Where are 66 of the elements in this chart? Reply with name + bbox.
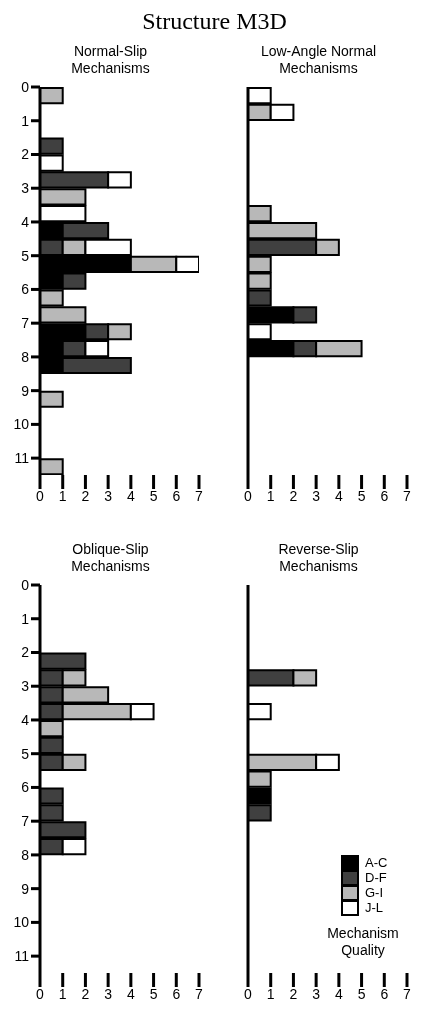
y-tick-label: 11 [14,948,30,965]
chart-title: Low-Angle Normal Mechanisms [259,43,378,77]
y-tick-label: 7 [21,813,30,830]
x-tick-label: 6 [172,985,181,1002]
x-tick-label: 2 [81,985,90,1002]
y-tick-label: 6 [21,281,30,298]
x-tick-label: 4 [126,985,135,1002]
x-tick-label: 0 [36,985,45,1002]
y-tick-label: 1 [21,610,30,627]
x-tick-label: 1 [266,487,275,504]
x-tick-label: 7 [403,487,412,504]
y-tick-label: 11 [14,450,30,467]
chart-title: Reverse-Slip Mechanisms [277,541,360,575]
y-tick-label: 7 [21,315,30,332]
text: Structure M3D [141,8,288,35]
x-tick-label: 5 [149,487,158,504]
x-tick-label: 1 [58,985,67,1002]
y-tick-label: 2 [21,146,30,163]
y-tick-label: 4 [21,213,30,230]
x-tick-label: 6 [172,487,181,504]
x-tick-label: 1 [58,487,67,504]
x-tick-label: 3 [312,487,321,504]
legend-label: G-I [365,885,384,900]
x-tick-label: 4 [334,487,343,504]
y-tick-label: 3 [21,180,30,197]
y-tick-label: 2 [21,644,30,661]
x-tick-label: 4 [334,985,343,1002]
y-tick-label: 0 [21,576,30,593]
x-tick-label: 2 [81,487,90,504]
legend-label: A-C [365,855,388,870]
x-tick-label: 4 [126,487,135,504]
x-tick-label: 5 [357,487,366,504]
x-tick-label: 7 [195,487,204,504]
x-tick-label: 3 [312,985,321,1002]
x-tick-label: 3 [104,487,113,504]
x-tick-label: 5 [357,985,366,1002]
y-tick-label: 10 [13,914,30,931]
y-tick-label: 9 [21,880,30,897]
chart-title: Oblique-Slip Mechanisms [70,541,151,575]
x-tick-label: 5 [149,985,158,1002]
x-tick-label: 0 [244,487,253,504]
legend-label: J-L [365,900,384,915]
legend-label: D-F [365,870,387,885]
y-tick-label: 8 [21,846,30,863]
x-tick-label: 7 [195,985,204,1002]
x-tick-label: 7 [403,985,412,1002]
x-tick-label: 2 [289,487,298,504]
legend-title: Mechanism Quality [326,925,400,959]
y-tick-label: 1 [21,112,30,129]
y-tick-label: 10 [13,416,30,433]
y-tick-label: 0 [21,78,30,95]
y-tick-label: 9 [21,382,30,399]
y-tick-label: 4 [21,711,30,728]
y-tick-label: 5 [21,247,30,264]
x-tick-label: 3 [104,985,113,1002]
y-tick-label: 8 [21,348,30,365]
x-tick-label: 1 [266,985,275,1002]
y-tick-label: 5 [21,745,30,762]
x-tick-label: 0 [244,985,253,1002]
x-tick-label: 2 [289,985,298,1002]
x-tick-label: 0 [36,487,45,504]
chart-title: Normal-Slip Mechanisms [70,43,151,77]
y-tick-label: 6 [21,779,30,796]
y-tick-label: 3 [21,678,30,695]
x-tick-label: 6 [380,487,389,504]
x-tick-label: 6 [380,985,389,1002]
